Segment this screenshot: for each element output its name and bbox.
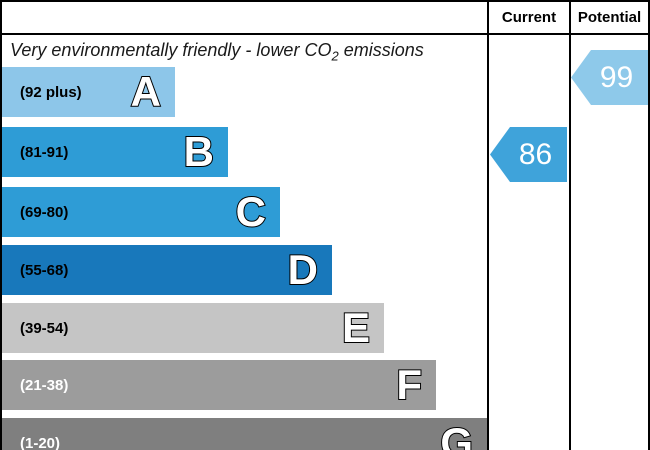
band-letter-label: D <box>287 245 319 294</box>
band-letter-label: B <box>183 127 215 176</box>
band-range-label: (39-54) <box>20 319 69 337</box>
border-top <box>0 0 650 2</box>
band-range-label: (1-20) <box>20 434 61 450</box>
band-row-g: (1-20) G <box>2 418 487 450</box>
band-range-label: (92 plus) <box>20 83 82 101</box>
current-column-header: Current <box>501 9 557 26</box>
chart-title-suffix: emissions <box>338 40 424 60</box>
potential-rating-marker-arrow-icon: 99 <box>571 50 648 105</box>
current-rating-value: 86 <box>518 137 553 171</box>
chart-title-subscript: 2 <box>331 48 339 64</box>
band-letter-label: G <box>439 418 474 450</box>
band-range-label: (55-68) <box>20 261 69 279</box>
band-row-a: (92 plus) A <box>2 67 175 117</box>
potential-column-header: Potential <box>577 9 642 26</box>
band-range-label: (69-80) <box>20 203 69 221</box>
chart-title-prefix: Very environmentally friendly - lower CO <box>10 40 332 60</box>
band-range-label: (81-91) <box>20 143 69 161</box>
band-row-e: (39-54) E <box>2 303 384 353</box>
border-right <box>648 0 650 450</box>
current-column-divider <box>487 0 489 450</box>
band-range-label: (21-38) <box>20 376 69 394</box>
potential-rating-value: 99 <box>599 60 634 94</box>
band-letter-label: F <box>395 360 423 409</box>
border-left <box>0 0 2 450</box>
band-letter-label: A <box>130 67 162 116</box>
band-row-d: (55-68) D <box>2 245 332 295</box>
band-letter-label: C <box>235 187 267 236</box>
current-rating-marker-arrow-icon: 86 <box>490 127 567 182</box>
band-row-f: (21-38) F <box>2 360 436 410</box>
band-row-b: (81-91) B <box>2 127 228 177</box>
potential-column-divider <box>569 0 571 450</box>
chart-title: Very environmentally friendly - lower CO… <box>10 40 482 64</box>
band-row-c: (69-80) C <box>2 187 280 237</box>
band-letter-label: E <box>341 303 371 352</box>
header-underline <box>0 33 650 35</box>
